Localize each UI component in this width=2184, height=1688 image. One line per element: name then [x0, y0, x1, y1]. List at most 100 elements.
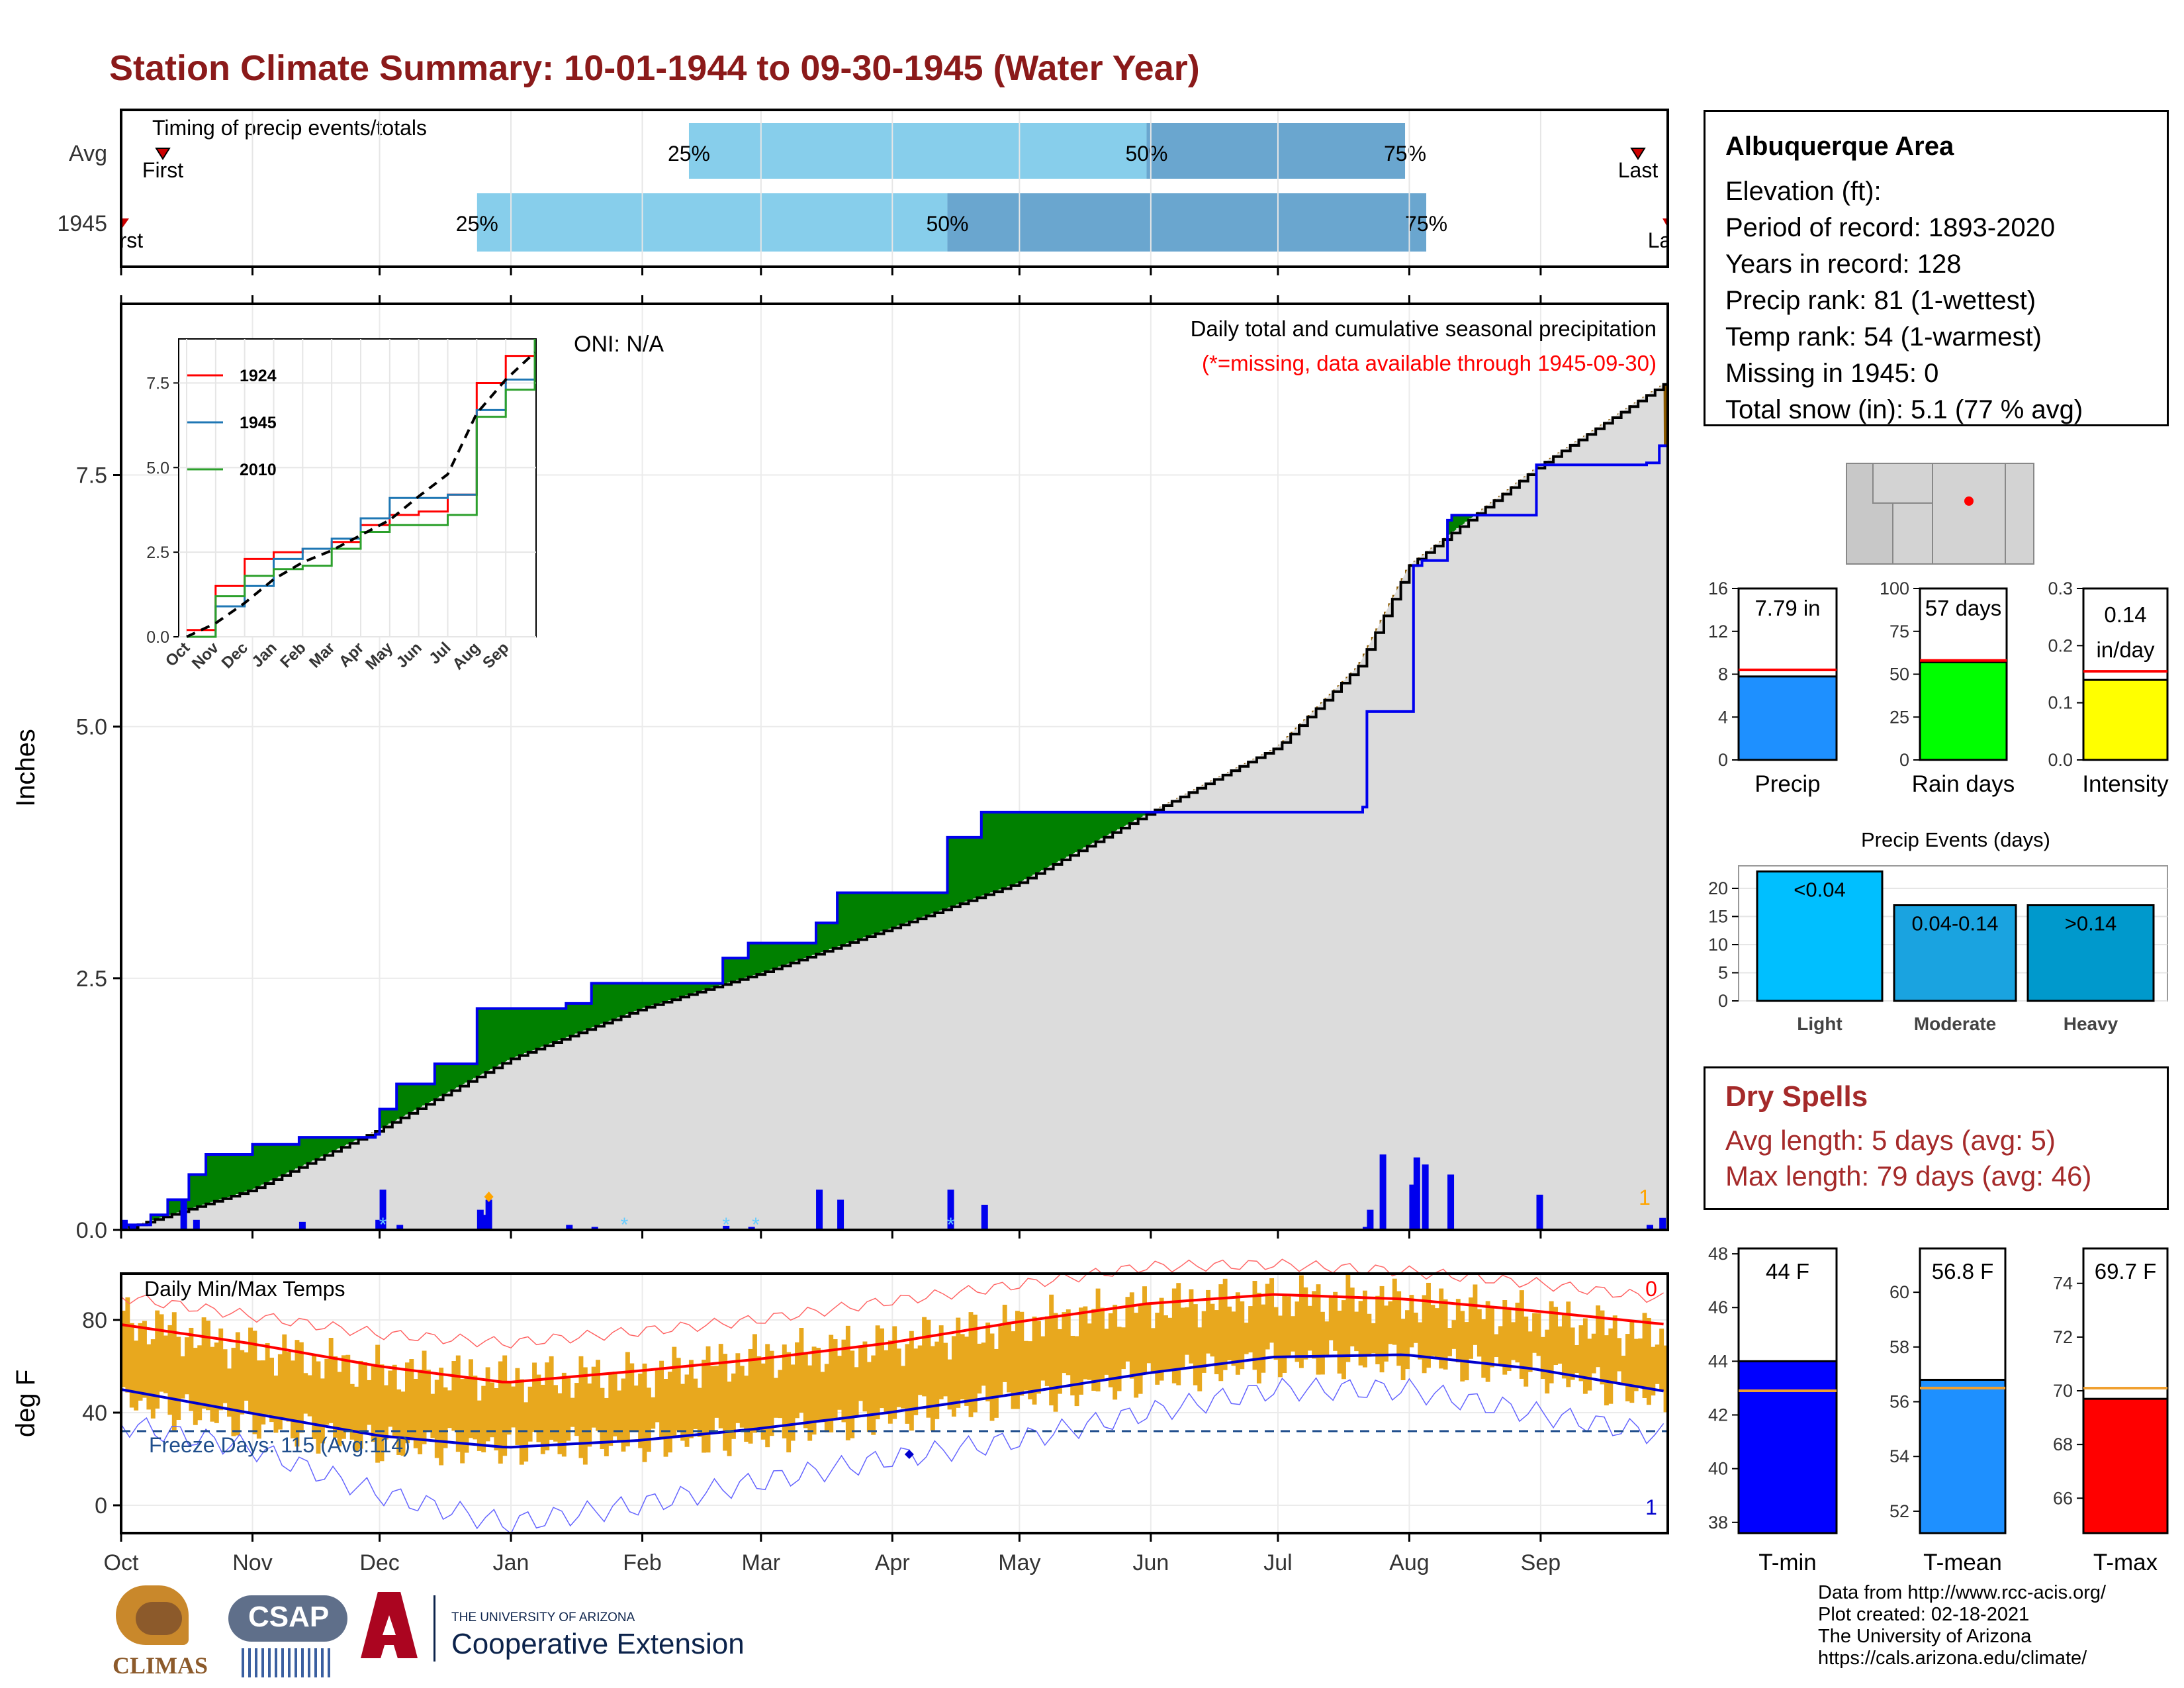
precip-ytick-label: 5.0 — [76, 715, 107, 740]
precip-diff-day — [829, 923, 834, 949]
precip-diff-day — [1464, 515, 1469, 522]
temp-daily-bar — [1104, 1329, 1109, 1375]
temp-daily-bar — [1011, 1331, 1016, 1409]
mini-value-1: 57 days — [1925, 596, 2002, 620]
daily-precip-bar — [816, 1190, 823, 1230]
event-marker — [484, 1192, 494, 1202]
temp-daily-bar — [655, 1370, 660, 1423]
precip-diff-day — [909, 892, 914, 921]
temp-daily-bar — [786, 1352, 792, 1453]
temp-daily-bar — [418, 1370, 423, 1454]
temp-daily-bar — [189, 1327, 194, 1411]
precip-diff-day — [684, 983, 690, 996]
precip-diff-day — [892, 892, 897, 927]
timing-first-label-avg: First — [142, 158, 183, 182]
temp-daily-bar — [866, 1362, 872, 1432]
temp-daily-bar — [1473, 1284, 1478, 1345]
precip-diff-day — [244, 1154, 249, 1192]
temp-daily-bar — [1587, 1338, 1592, 1391]
temp-daily-bar — [1527, 1331, 1533, 1372]
inset-legend-label-2010: 2010 — [240, 461, 277, 479]
precip-diff-day — [875, 892, 880, 933]
average-cumulative-lower-area — [121, 445, 1668, 1230]
temp-daily-bar — [1545, 1329, 1550, 1394]
csap-logo-text: CSAP — [248, 1601, 330, 1633]
avg-tmin-line — [120, 1353, 1664, 1449]
temp-daily-bar — [180, 1356, 185, 1399]
info-years: Years in record: 128 — [1725, 250, 1962, 279]
precip-diff-day — [816, 923, 821, 954]
timing-frame — [120, 109, 1669, 268]
precip-diff-day — [345, 1137, 351, 1145]
precip-diff-day — [752, 943, 758, 976]
temp-daily-bar — [1261, 1304, 1266, 1373]
daily-precip-bar — [180, 1199, 187, 1230]
temp-daily-bar — [1159, 1297, 1164, 1381]
temp-daily-bar — [1142, 1286, 1147, 1374]
temp-daily-bar — [1087, 1323, 1092, 1380]
temp-daily-bar — [515, 1368, 520, 1445]
temp-daily-bar — [388, 1370, 393, 1427]
temp-daily-bar — [727, 1382, 732, 1456]
temp-daily-bar — [667, 1372, 672, 1453]
events-ytick-label: 0 — [1718, 991, 1728, 1011]
temp-daily-bar — [240, 1350, 245, 1415]
temp-daily-bar — [1044, 1316, 1050, 1386]
precip-diff-day — [782, 943, 787, 966]
precip-diff-day — [150, 1215, 156, 1221]
precip-diff-day — [604, 983, 609, 1023]
precip-diff-day — [549, 1008, 554, 1044]
temp-daily-bar — [451, 1361, 457, 1431]
info-snow: Total snow (in): 5.1 (77 % avg) — [1725, 395, 2083, 424]
temp-daily-bar — [193, 1348, 198, 1425]
temp-daily-bar — [455, 1355, 461, 1452]
precip-diff-day — [765, 943, 770, 971]
temp-daily-bar — [951, 1336, 956, 1417]
temp-daily-bar — [1358, 1301, 1363, 1366]
temp-daily-bar — [1511, 1322, 1516, 1360]
temp-daily-bar — [214, 1342, 219, 1423]
precip-diff-day — [430, 1084, 435, 1102]
temp-daily-bar — [540, 1384, 545, 1454]
temp-daily-bar — [1286, 1296, 1291, 1357]
tbar-ytick-label: 40 — [1708, 1459, 1728, 1479]
precip-diff-day — [197, 1174, 203, 1206]
temp-ytick-label: 0 — [95, 1493, 107, 1519]
temp-daily-bar — [1455, 1299, 1461, 1363]
mini-ytick-label: 0.2 — [2048, 635, 2073, 655]
precip-diff-day — [1053, 812, 1058, 864]
tbar-ytick-label: 54 — [1889, 1446, 1909, 1466]
precip-diff-day — [1469, 515, 1474, 519]
temp-daily-bar — [663, 1379, 668, 1457]
precip-diff-day — [252, 1144, 257, 1189]
precip-diff-day — [1125, 812, 1130, 825]
precip-diff-day — [303, 1137, 308, 1165]
info-temp-rank: Temp rank: 54 (1-warmest) — [1725, 322, 2042, 352]
tbar-ytick-label: 74 — [2053, 1274, 2073, 1293]
precip-diff-day — [633, 983, 639, 1011]
daily-precip-bar — [1413, 1157, 1420, 1230]
record-tmax-line — [120, 1258, 1664, 1349]
temp-daily-bar — [646, 1387, 651, 1452]
temp-daily-bar — [282, 1334, 287, 1419]
precip-diff-day — [727, 958, 732, 983]
temp-daily-bar — [989, 1333, 995, 1421]
timing-first-marker-1945 — [121, 218, 129, 228]
temp-daily-bar — [807, 1365, 813, 1441]
avg-tmax-line — [120, 1293, 1664, 1383]
precip-diff-day — [511, 1008, 516, 1058]
temp-daily-bar — [146, 1344, 152, 1410]
precip-diff-day — [447, 1064, 453, 1092]
temp-daily-bar — [1434, 1308, 1439, 1358]
precip-diff-day — [913, 892, 919, 920]
temp-daily-bar — [1058, 1329, 1062, 1394]
inset-legend-label-1924: 1924 — [240, 367, 277, 385]
temp-daily-bar — [536, 1374, 541, 1442]
precip-diff-day — [1049, 812, 1054, 866]
daily-precip-bar — [591, 1227, 598, 1230]
precip-diff-day — [688, 983, 694, 994]
precip-diff-day — [1032, 812, 1037, 875]
precip-diff-day — [485, 1008, 490, 1072]
temp-daily-bar — [1341, 1300, 1346, 1380]
